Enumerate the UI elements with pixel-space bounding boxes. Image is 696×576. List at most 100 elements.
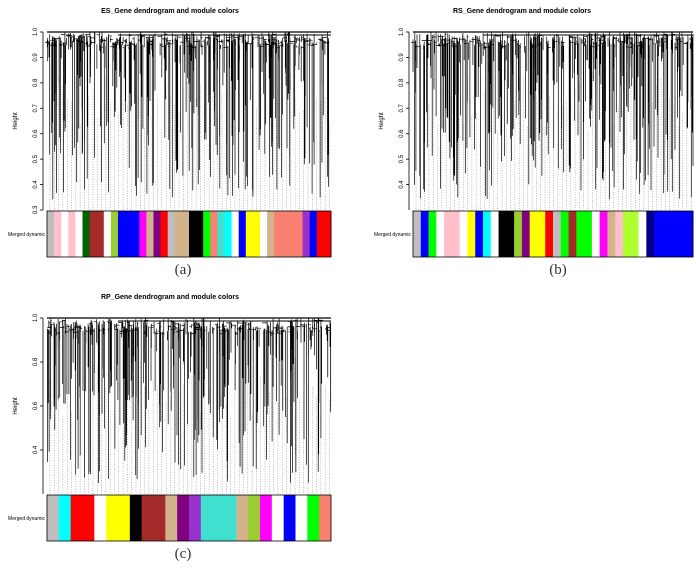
module-color-segment: [498, 211, 507, 257]
module-color-segment: [125, 211, 133, 257]
module-color-segment: [316, 211, 325, 257]
module-color-segment: [189, 211, 197, 257]
y-tick-label: 0.4: [33, 180, 39, 189]
y-axis: 0.4 0.6 0.8 1.0 Height: [13, 313, 44, 494]
dendrogram: [45, 31, 331, 210]
module-color-segment: [224, 211, 232, 257]
module-color-segment: [189, 495, 202, 541]
module-color-segment: [110, 211, 119, 257]
module-color-segment: [267, 211, 275, 257]
module-color-segment: [274, 211, 282, 257]
y-tick-label: 0.9: [399, 53, 405, 62]
module-color-segment: [203, 211, 211, 257]
module-color-segment: [129, 495, 143, 541]
dendrogram-plot: 0.3 0.4 0.5 0.6 0.7 0.8 0.9 1.0 Height Merged dyn…: [8, 27, 332, 258]
y-tick-label: 0.9: [33, 53, 39, 62]
module-color-segment: [444, 211, 453, 257]
module-color-segment: [281, 211, 289, 257]
dendrogram: [47, 317, 332, 494]
y-tick-label: 0.8: [33, 78, 39, 87]
module-color-segment: [514, 211, 523, 257]
module-color-segment: [506, 211, 515, 257]
module-color-segment: [118, 211, 126, 257]
y-axis-label: Height: [379, 112, 385, 130]
module-color-segment: [58, 495, 72, 541]
module-color-segment: [245, 211, 254, 257]
panel-title: RP_Gene dendrogram and module colors: [100, 294, 240, 301]
module-color-segment: [61, 211, 69, 257]
module-color-segment: [146, 211, 154, 257]
module-color-segment: [669, 211, 678, 257]
module-color-segment: [295, 211, 303, 257]
module-color-segment: [319, 495, 332, 541]
y-tick-label: 0.5: [33, 154, 39, 163]
module-color-segment: [153, 495, 166, 541]
y-axis: 0.4 0.5 0.6 0.7 0.8 0.9 1.0 Height: [379, 27, 410, 210]
panel-caption: (a): [174, 262, 192, 278]
dendrogram-plot: 0.4 0.5 0.6 0.7 0.8 0.9 1.0 Height Merged dynami…: [374, 27, 694, 258]
module-color-segment: [560, 211, 569, 257]
module-color-segment: [212, 495, 225, 541]
module-color-segment: [428, 211, 437, 257]
module-color-segment: [568, 211, 577, 257]
module-color-segment: [475, 211, 484, 257]
y-tick-label: 0.7: [33, 103, 39, 112]
module-color-segment: [467, 211, 476, 257]
color-row-label: Merged dynamic: [8, 516, 45, 522]
color-row-label: Merged dynamic: [8, 232, 45, 238]
module-color-segment: [106, 495, 119, 541]
module-color-segment: [295, 495, 308, 541]
module-color-segment: [252, 211, 261, 257]
module-color-segment: [260, 211, 268, 257]
y-tick-label: 0.8: [33, 357, 39, 366]
module-color-segment: [591, 211, 601, 257]
module-color-segment: [271, 495, 285, 541]
y-tick-label: 0.4: [399, 180, 405, 189]
module-color-segment: [231, 211, 240, 257]
y-tick-label: 0.4: [33, 445, 39, 454]
module-color-segment: [174, 211, 183, 257]
panel-title: RS_Gene dendrogram and module colors: [452, 8, 592, 15]
module-color-segment: [545, 211, 554, 257]
module-color-segment: [576, 211, 585, 257]
module-color-segment: [483, 211, 492, 257]
panel-caption: (c): [174, 546, 192, 562]
module-color-segment: [638, 211, 647, 257]
module-color-segment: [302, 211, 311, 257]
y-tick-label: 0.5: [399, 154, 405, 163]
module-color-segment: [217, 211, 225, 257]
module-color-segment: [420, 211, 429, 257]
module-color-segment: [238, 211, 247, 257]
module-color-segment: [177, 495, 190, 541]
module-color-segment: [436, 211, 445, 257]
module-color-segment: [167, 211, 176, 257]
panel-title: ES_Gene dendrogram and module colors: [101, 8, 239, 15]
module-color-segment: [47, 211, 55, 257]
y-tick-label: 0.3: [33, 205, 39, 214]
module-color-segment: [323, 211, 332, 257]
y-tick-label: 0.6: [399, 129, 405, 138]
module-color-segment: [529, 211, 538, 257]
module-color-segment: [260, 495, 273, 541]
module-color-segment: [623, 211, 632, 257]
module-color-segment: [94, 495, 107, 541]
module-color-segment: [599, 211, 608, 257]
module-color-segment: [654, 211, 663, 257]
module-color-segment: [248, 495, 261, 541]
module-color-segment: [160, 211, 169, 257]
module-color-segment: [307, 495, 320, 541]
module-color-segment: [70, 495, 83, 541]
module-color-segment: [181, 211, 190, 257]
panel-rs: RS_Gene dendrogram and module colors 0.4…: [348, 0, 696, 286]
module-color-segment: [584, 211, 593, 257]
module-color-segment: [490, 211, 499, 257]
y-tick-label: 1.0: [33, 313, 39, 322]
module-color-segment: [82, 495, 95, 541]
y-tick-label: 0.6: [33, 129, 39, 138]
module-color-segment: [210, 211, 218, 257]
dendrogram: [411, 31, 694, 210]
module-color-band: Merged dynamic: [8, 210, 332, 258]
module-color-segment: [607, 211, 616, 257]
module-color-segment: [685, 211, 694, 257]
module-color-segment: [677, 211, 686, 257]
